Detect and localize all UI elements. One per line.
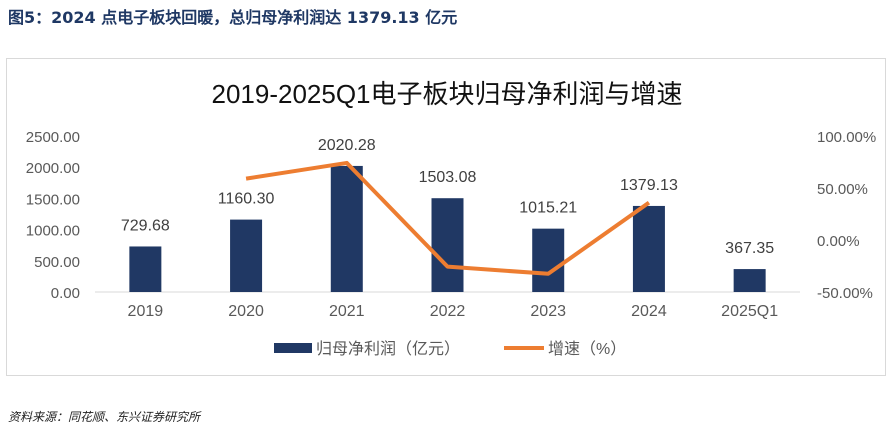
right-axis-tick: 100.00%	[817, 129, 876, 146]
left-axis-tick: 500.00	[34, 254, 80, 271]
bar-data-label: 1015.21	[519, 200, 577, 217]
legend-bar-swatch	[274, 343, 312, 353]
left-axis-tick: 2500.00	[26, 129, 80, 146]
category-label: 2024	[631, 303, 667, 320]
growth-line	[245, 160, 651, 276]
bar-data-label: 367.35	[725, 240, 774, 257]
category-label: 2020	[228, 303, 264, 320]
category-label: 2025Q1	[721, 303, 778, 320]
bar	[632, 205, 665, 292]
bar	[330, 165, 363, 292]
legend-line-label: 增速（%）	[548, 340, 626, 358]
bar	[431, 198, 464, 292]
category-label: 2021	[329, 303, 365, 320]
chart-frame	[6, 58, 886, 376]
right-axis-tick: 0.00%	[817, 233, 860, 250]
bar	[129, 246, 162, 292]
bar-data-label: 2020.28	[318, 137, 376, 154]
bar	[230, 219, 263, 292]
chart-title: 2019-2025Q1电子板块归母净利润与增速	[211, 79, 682, 109]
bar-data-label: 729.68	[121, 217, 170, 234]
category-label: 2019	[128, 303, 164, 320]
left-axis-tick: 1000.00	[26, 223, 80, 240]
category-label: 2022	[430, 303, 466, 320]
legend-bar-label: 归母净利润（亿元）	[316, 340, 460, 358]
left-axis-tick: 1500.00	[26, 191, 80, 208]
source-note: 资料来源：同花顺、东兴证券研究所	[8, 410, 201, 424]
bar	[532, 228, 565, 292]
right-axis-tick: -50.00%	[817, 285, 873, 302]
bar-data-label: 1160.30	[218, 191, 275, 208]
left-axis-tick: 0.00	[51, 285, 80, 302]
bar-data-label: 1379.13	[620, 177, 678, 194]
left-axis-tick: 2000.00	[26, 160, 80, 177]
category-label: 2023	[530, 303, 566, 320]
bar	[733, 269, 766, 292]
bar-data-label: 1503.08	[419, 169, 477, 186]
right-axis-tick: 50.00%	[817, 181, 868, 198]
figure-caption: 图5：2024 点电子板块回暖，总归母净利润达 1379.13 亿元	[8, 8, 458, 27]
